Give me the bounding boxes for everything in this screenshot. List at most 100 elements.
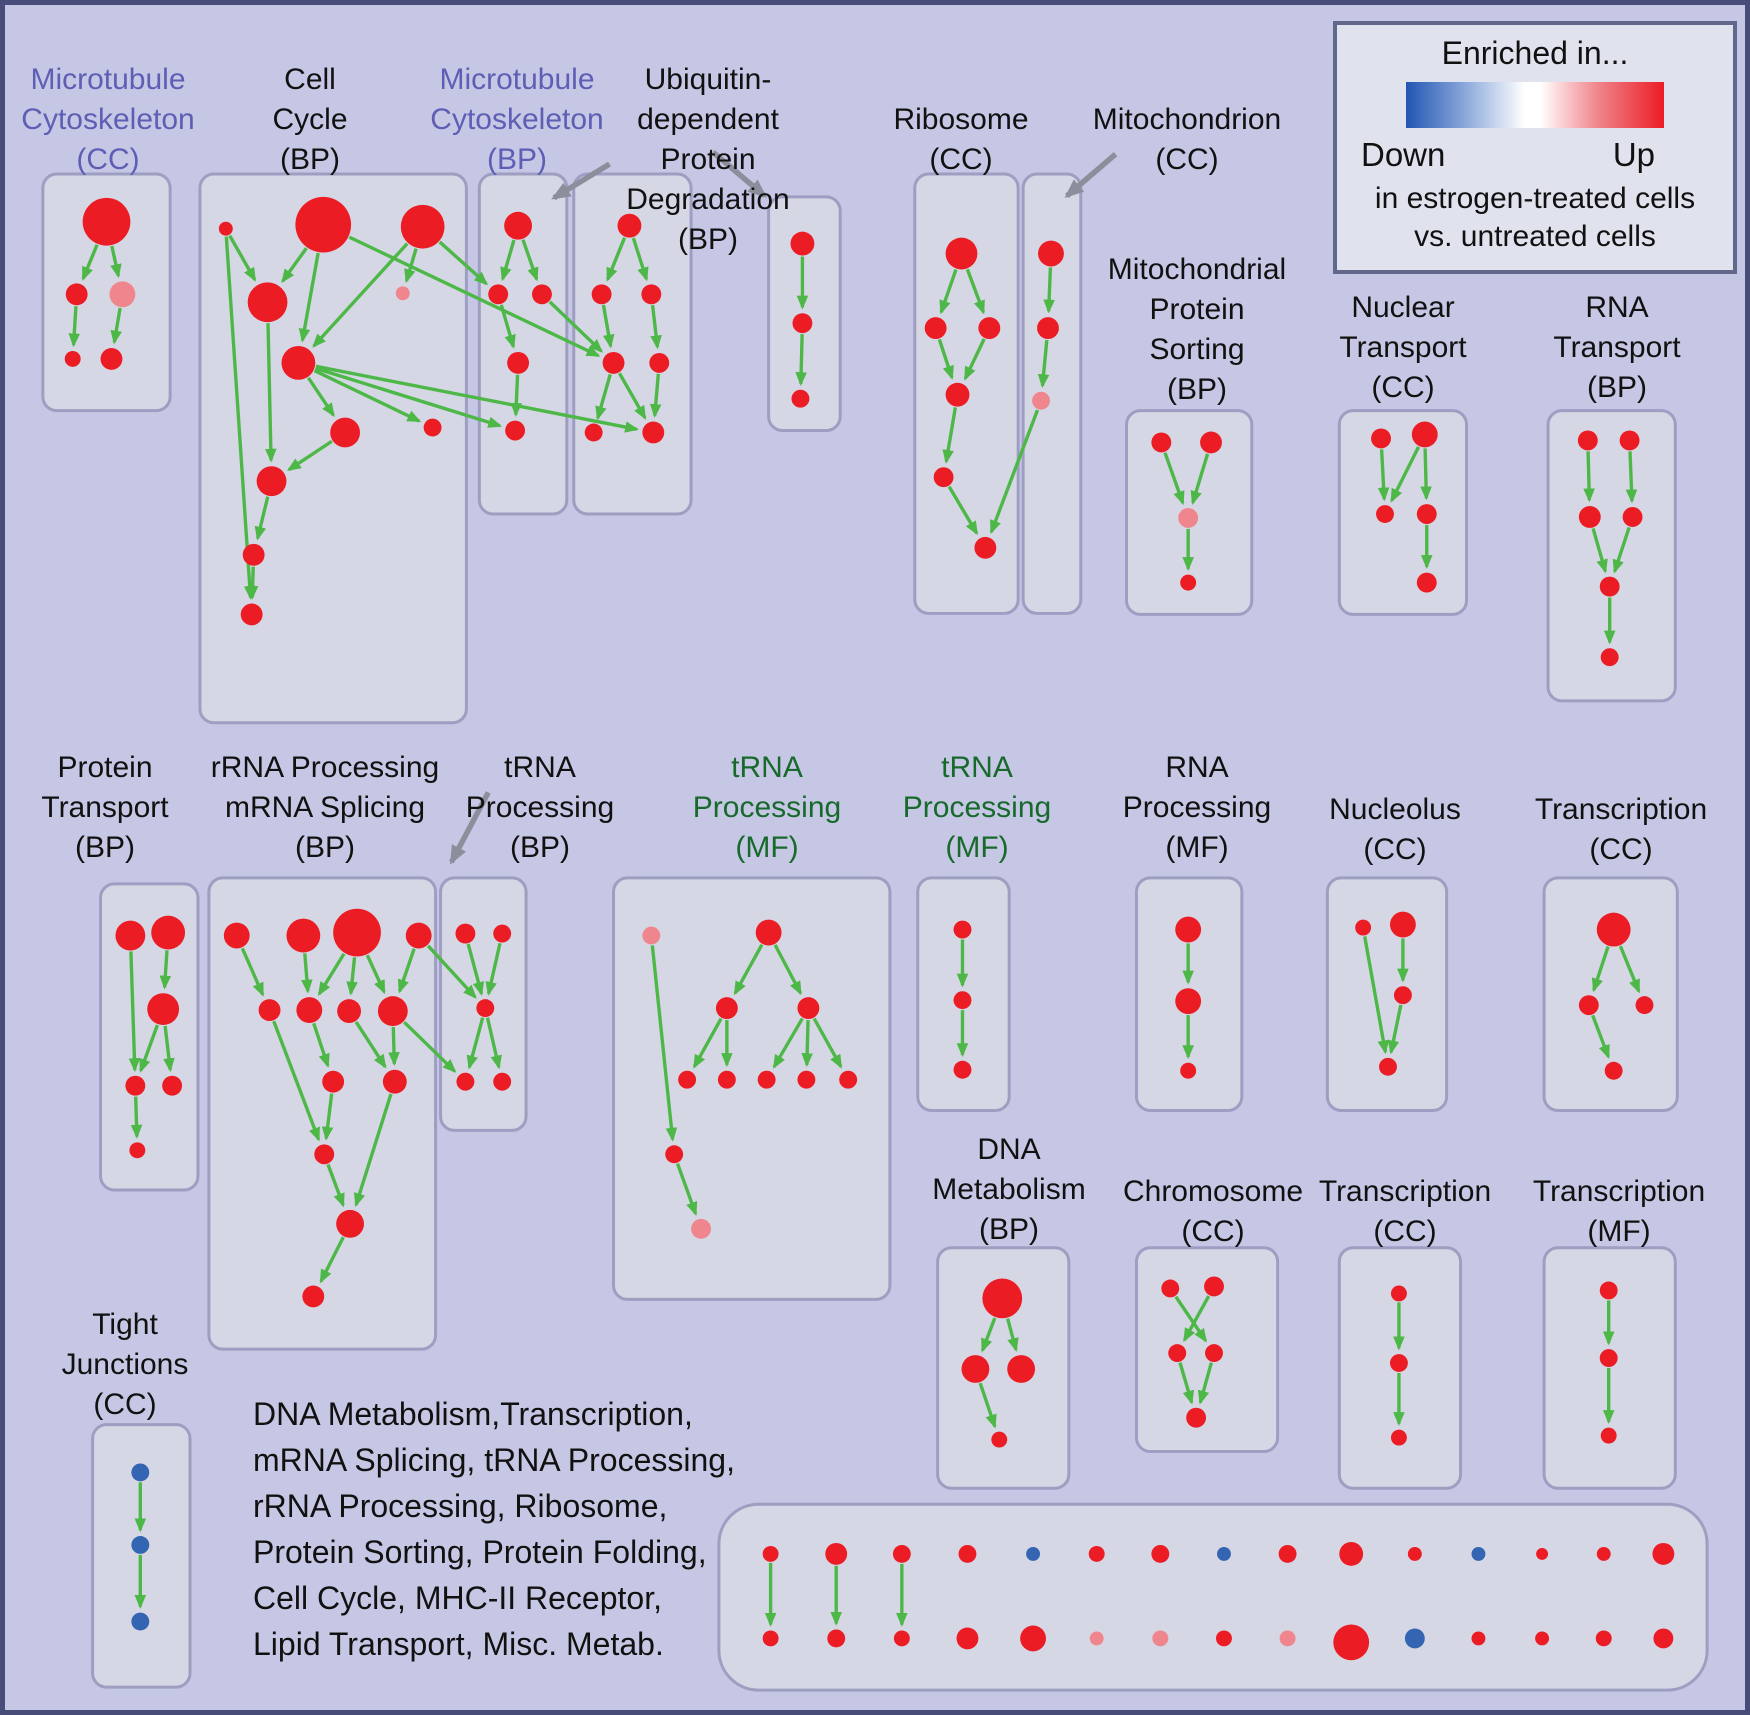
- go-term-node-misc-bottom-17: [1279, 1630, 1296, 1647]
- go-term-node-misc-bottom-11: [1089, 1631, 1104, 1646]
- go-term-node-misc-bottom-7: [956, 1627, 979, 1650]
- go-term-node-misc-bottom-15: [1216, 1630, 1232, 1647]
- go-term-node-mito-protein-sorting-2: [1178, 508, 1199, 528]
- edge-arrow: [978, 1382, 997, 1429]
- go-term-node-nucleolus-0: [1355, 919, 1372, 936]
- edge-arrow: [675, 1163, 698, 1217]
- go-term-node-cell-cycle-10: [423, 418, 442, 437]
- edge-arrow: [315, 364, 639, 433]
- go-term-node-misc-bottom-8: [1026, 1546, 1041, 1561]
- go-term-node-transcription-mf-1: [1599, 1349, 1618, 1368]
- go-term-node-trna-mf-large-9: [665, 1145, 684, 1164]
- edge-arrow: [631, 237, 649, 282]
- edge-arrow: [963, 338, 986, 381]
- go-term-node-cell-cycle-9: [240, 603, 263, 626]
- edge-arrow: [772, 1017, 804, 1069]
- edge-arrow: [510, 374, 523, 417]
- go-term-node-microtubule-bp-1: [488, 284, 509, 305]
- legend: Enriched in... Down Up in estrogen-treat…: [1333, 21, 1737, 274]
- go-term-node-protein-transport-3: [125, 1075, 146, 1096]
- edge-arrow: [650, 945, 678, 1142]
- edge-arrow: [228, 234, 257, 282]
- go-term-node-ubiquitin-degradation-0: [617, 213, 642, 238]
- go-term-node-misc-bottom-1: [762, 1630, 779, 1647]
- go-term-node-trna-mf-large-5: [717, 1070, 736, 1089]
- go-term-node-misc-bottom-20: [1407, 1546, 1422, 1561]
- go-term-node-rna-processing-mf-2: [1180, 1062, 1197, 1079]
- go-term-node-misc-bottom-24: [1536, 1547, 1549, 1560]
- go-term-node-misc-bottom-16: [1278, 1544, 1297, 1563]
- go-term-node-rrna-mrna-0: [223, 922, 250, 949]
- edge-arrow: [601, 304, 615, 349]
- edge-arrow: [403, 1020, 457, 1073]
- edge-arrow: [354, 1021, 387, 1069]
- edge-arrow: [1174, 1295, 1208, 1343]
- edge-arrow: [795, 334, 807, 387]
- go-term-node-trna-mf-large-2: [715, 997, 738, 1020]
- go-term-node-cell-cycle-1: [295, 196, 352, 253]
- go-term-node-misc-bottom-25: [1535, 1631, 1550, 1646]
- go-term-node-mitochondrion-cc-0: [1038, 240, 1064, 267]
- group-box-nucleolus: [1325, 876, 1449, 1113]
- go-term-node-rrna-mrna-4: [258, 999, 281, 1022]
- edge-arrow: [649, 373, 662, 418]
- go-term-node-cell-cycle-3: [247, 282, 288, 323]
- go-term-node-nuclear-transport-3: [1416, 504, 1437, 524]
- go-term-node-microtubule-bp-4: [505, 420, 526, 441]
- go-term-node-rna-processing-mf-1: [1175, 988, 1202, 1015]
- label-pointer-arrow: [1064, 152, 1118, 198]
- go-term-node-transcription-cc-2-1: [1389, 1354, 1408, 1372]
- go-term-node-ubiquitin-degradation-2: [641, 284, 662, 305]
- go-term-node-cell-cycle-2: [400, 204, 445, 249]
- edge-arrow: [1390, 446, 1421, 503]
- go-term-node-misc-bottom-5: [893, 1630, 910, 1647]
- edge-arrow: [388, 1026, 400, 1067]
- edge-arrow: [947, 485, 979, 536]
- go-term-node-misc-bottom-27: [1595, 1630, 1612, 1647]
- go-term-node-nucleolus-3: [1379, 1057, 1397, 1076]
- edge-arrow: [1182, 1295, 1211, 1343]
- go-term-node-rna-transport-0: [1577, 430, 1598, 451]
- edge-arrow: [68, 306, 81, 348]
- go-term-node-misc-bottom-28: [1652, 1542, 1675, 1565]
- edge-arrow: [1591, 946, 1610, 993]
- go-term-node-misc-bottom-2: [825, 1542, 848, 1565]
- go-term-node-rrna-mrna-10: [314, 1144, 335, 1165]
- go-term-node-trna-bp-0: [455, 923, 476, 944]
- label-pointer-arrow: [449, 791, 491, 865]
- edge-arrow: [224, 236, 256, 600]
- go-term-node-microtubule-bp-0: [504, 211, 533, 240]
- edge-arrow: [346, 957, 358, 996]
- label-pointer-arrow: [551, 161, 611, 201]
- go-term-node-ribosome-cc-5: [974, 536, 997, 559]
- go-term-node-chromosome-cc-4: [1186, 1407, 1207, 1428]
- edge-arrow: [159, 950, 172, 990]
- edge-arrow: [466, 1017, 485, 1070]
- go-term-node-transcription-mf-2: [1600, 1427, 1617, 1444]
- group-box-rna-transport: [1546, 409, 1677, 703]
- edge-arrow: [281, 247, 308, 284]
- go-term-node-trna-mf-small-1: [953, 991, 972, 1010]
- go-term-node-cell-cycle-7: [256, 466, 287, 497]
- edge-arrow: [272, 1020, 321, 1142]
- go-term-node-tight-junctions-1: [131, 1536, 150, 1554]
- edge-arrow: [110, 245, 122, 279]
- edge-arrow: [939, 268, 958, 315]
- edge-arrow: [548, 300, 604, 353]
- edge-arrow: [438, 240, 489, 286]
- edge-arrow: [1591, 528, 1608, 574]
- go-term-node-misc-bottom-3: [827, 1629, 846, 1648]
- go-term-node-mito-protein-sorting-1: [1200, 431, 1222, 454]
- group-box-protein-transport: [99, 882, 200, 1192]
- go-term-node-misc-bottom-4: [892, 1544, 911, 1563]
- edge-arrow: [1377, 449, 1390, 502]
- edge-arrow: [595, 373, 612, 421]
- edge-arrow: [617, 372, 647, 420]
- go-term-node-microtubule-bp-2: [532, 284, 552, 305]
- edge-arrow: [1197, 1362, 1213, 1405]
- go-term-node-mitochondrion-cc-2: [1032, 391, 1050, 410]
- go-term-node-misc-bottom-12: [1151, 1544, 1170, 1563]
- go-term-node-misc-bottom-23: [1471, 1631, 1486, 1646]
- edge-arrow: [313, 369, 422, 423]
